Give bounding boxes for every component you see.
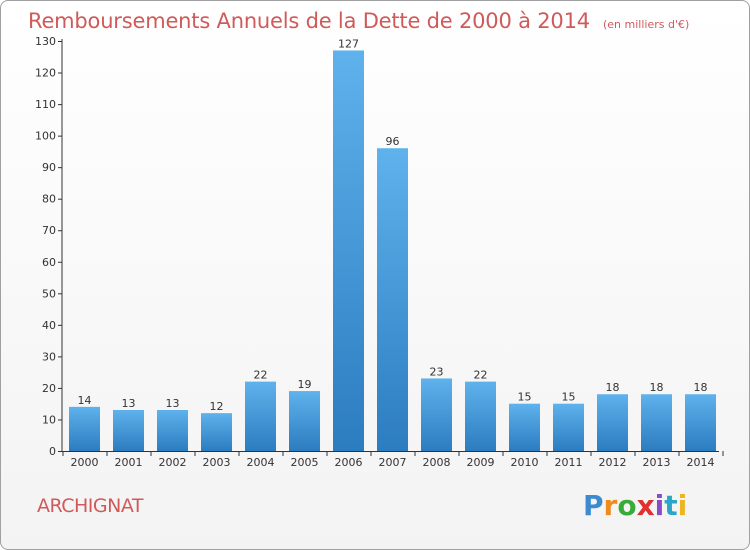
bar — [245, 381, 276, 451]
logo-letter: r — [603, 489, 618, 522]
bar — [421, 378, 452, 451]
bar-value-label: 15 — [518, 391, 532, 404]
x-tick-label: 2007 — [379, 456, 407, 469]
y-tick-label: 60 — [42, 256, 56, 269]
bar-value-label: 13 — [122, 397, 136, 410]
y-tick-label: 120 — [35, 67, 56, 80]
x-tick-label: 2011 — [555, 456, 583, 469]
x-tick-label: 2006 — [335, 456, 363, 469]
bar-value-label: 96 — [386, 135, 400, 148]
bars — [69, 50, 716, 451]
bar — [465, 381, 496, 451]
bar — [685, 394, 716, 451]
y-tick-label: 130 — [35, 35, 56, 48]
bar-value-label: 14 — [78, 394, 92, 407]
bar — [289, 391, 320, 451]
bar — [113, 410, 144, 451]
x-tick-label: 2010 — [511, 456, 539, 469]
y-tick-label: 0 — [49, 445, 56, 458]
y-tick-label: 90 — [42, 161, 56, 174]
logo-letter: i — [654, 489, 665, 522]
bar-value-label: 18 — [606, 381, 620, 394]
x-tick-label: 2002 — [159, 456, 187, 469]
chart-unit: (en milliers d'€) — [603, 18, 690, 31]
bar — [597, 394, 628, 451]
bar-value-label: 18 — [694, 381, 708, 394]
bar-value-label: 23 — [430, 365, 444, 378]
proxiti-logo: Proxiti — [583, 489, 687, 522]
bar — [641, 394, 672, 451]
bar — [157, 410, 188, 451]
y-tick-label: 20 — [42, 382, 56, 395]
logo-letter: i — [677, 489, 688, 522]
bar-value-label: 18 — [650, 381, 664, 394]
title-row: Remboursements Annuels de la Dette de 20… — [28, 9, 689, 33]
logo-letter: x — [636, 489, 655, 522]
logo-letter: P — [583, 489, 604, 522]
bar-value-label: 22 — [474, 369, 488, 382]
logo-letter: t — [664, 489, 678, 522]
labels: 2000 14 2001 13 2002 13 2003 12 2004 22 2005 19 2006… — [71, 37, 715, 469]
bar — [509, 403, 540, 451]
bar-value-label: 127 — [338, 37, 359, 50]
bar — [377, 148, 408, 451]
x-tick-label: 2008 — [423, 456, 451, 469]
bar — [333, 50, 364, 451]
y-tick-label: 80 — [42, 193, 56, 206]
x-tick-label: 2000 — [71, 456, 99, 469]
y-tick-label: 10 — [42, 413, 56, 426]
x-tick-label: 2004 — [247, 456, 275, 469]
chart-title: Remboursements Annuels de la Dette de 20… — [28, 9, 590, 33]
y-tick-label: 70 — [42, 224, 56, 237]
y-tick-label: 100 — [35, 130, 56, 143]
bar-value-label: 13 — [166, 397, 180, 410]
bar-value-label: 15 — [562, 391, 576, 404]
commune-name: ARCHIGNAT — [37, 495, 143, 517]
y-tick-label: 30 — [42, 350, 56, 363]
x-tick-label: 2005 — [291, 456, 319, 469]
x-tick-label: 2012 — [599, 456, 627, 469]
bar-value-label: 19 — [298, 378, 312, 391]
bar-value-label: 22 — [254, 369, 268, 382]
x-tick-label: 2013 — [643, 456, 671, 469]
bar — [69, 406, 100, 451]
axes: 0 10 20 30 40 50 60 70 80 90 100 110 120 130 — [35, 35, 724, 458]
y-tick-label: 50 — [42, 287, 56, 300]
x-tick-label: 2014 — [687, 456, 715, 469]
bar-value-label: 12 — [210, 400, 224, 413]
bar — [201, 413, 232, 451]
y-tick-label: 110 — [35, 98, 56, 111]
bar — [553, 403, 584, 451]
x-tick-label: 2009 — [467, 456, 495, 469]
x-tick-label: 2001 — [115, 456, 143, 469]
logo-letter: o — [617, 489, 637, 522]
x-tick-label: 2003 — [203, 456, 231, 469]
y-tick-label: 40 — [42, 319, 56, 332]
